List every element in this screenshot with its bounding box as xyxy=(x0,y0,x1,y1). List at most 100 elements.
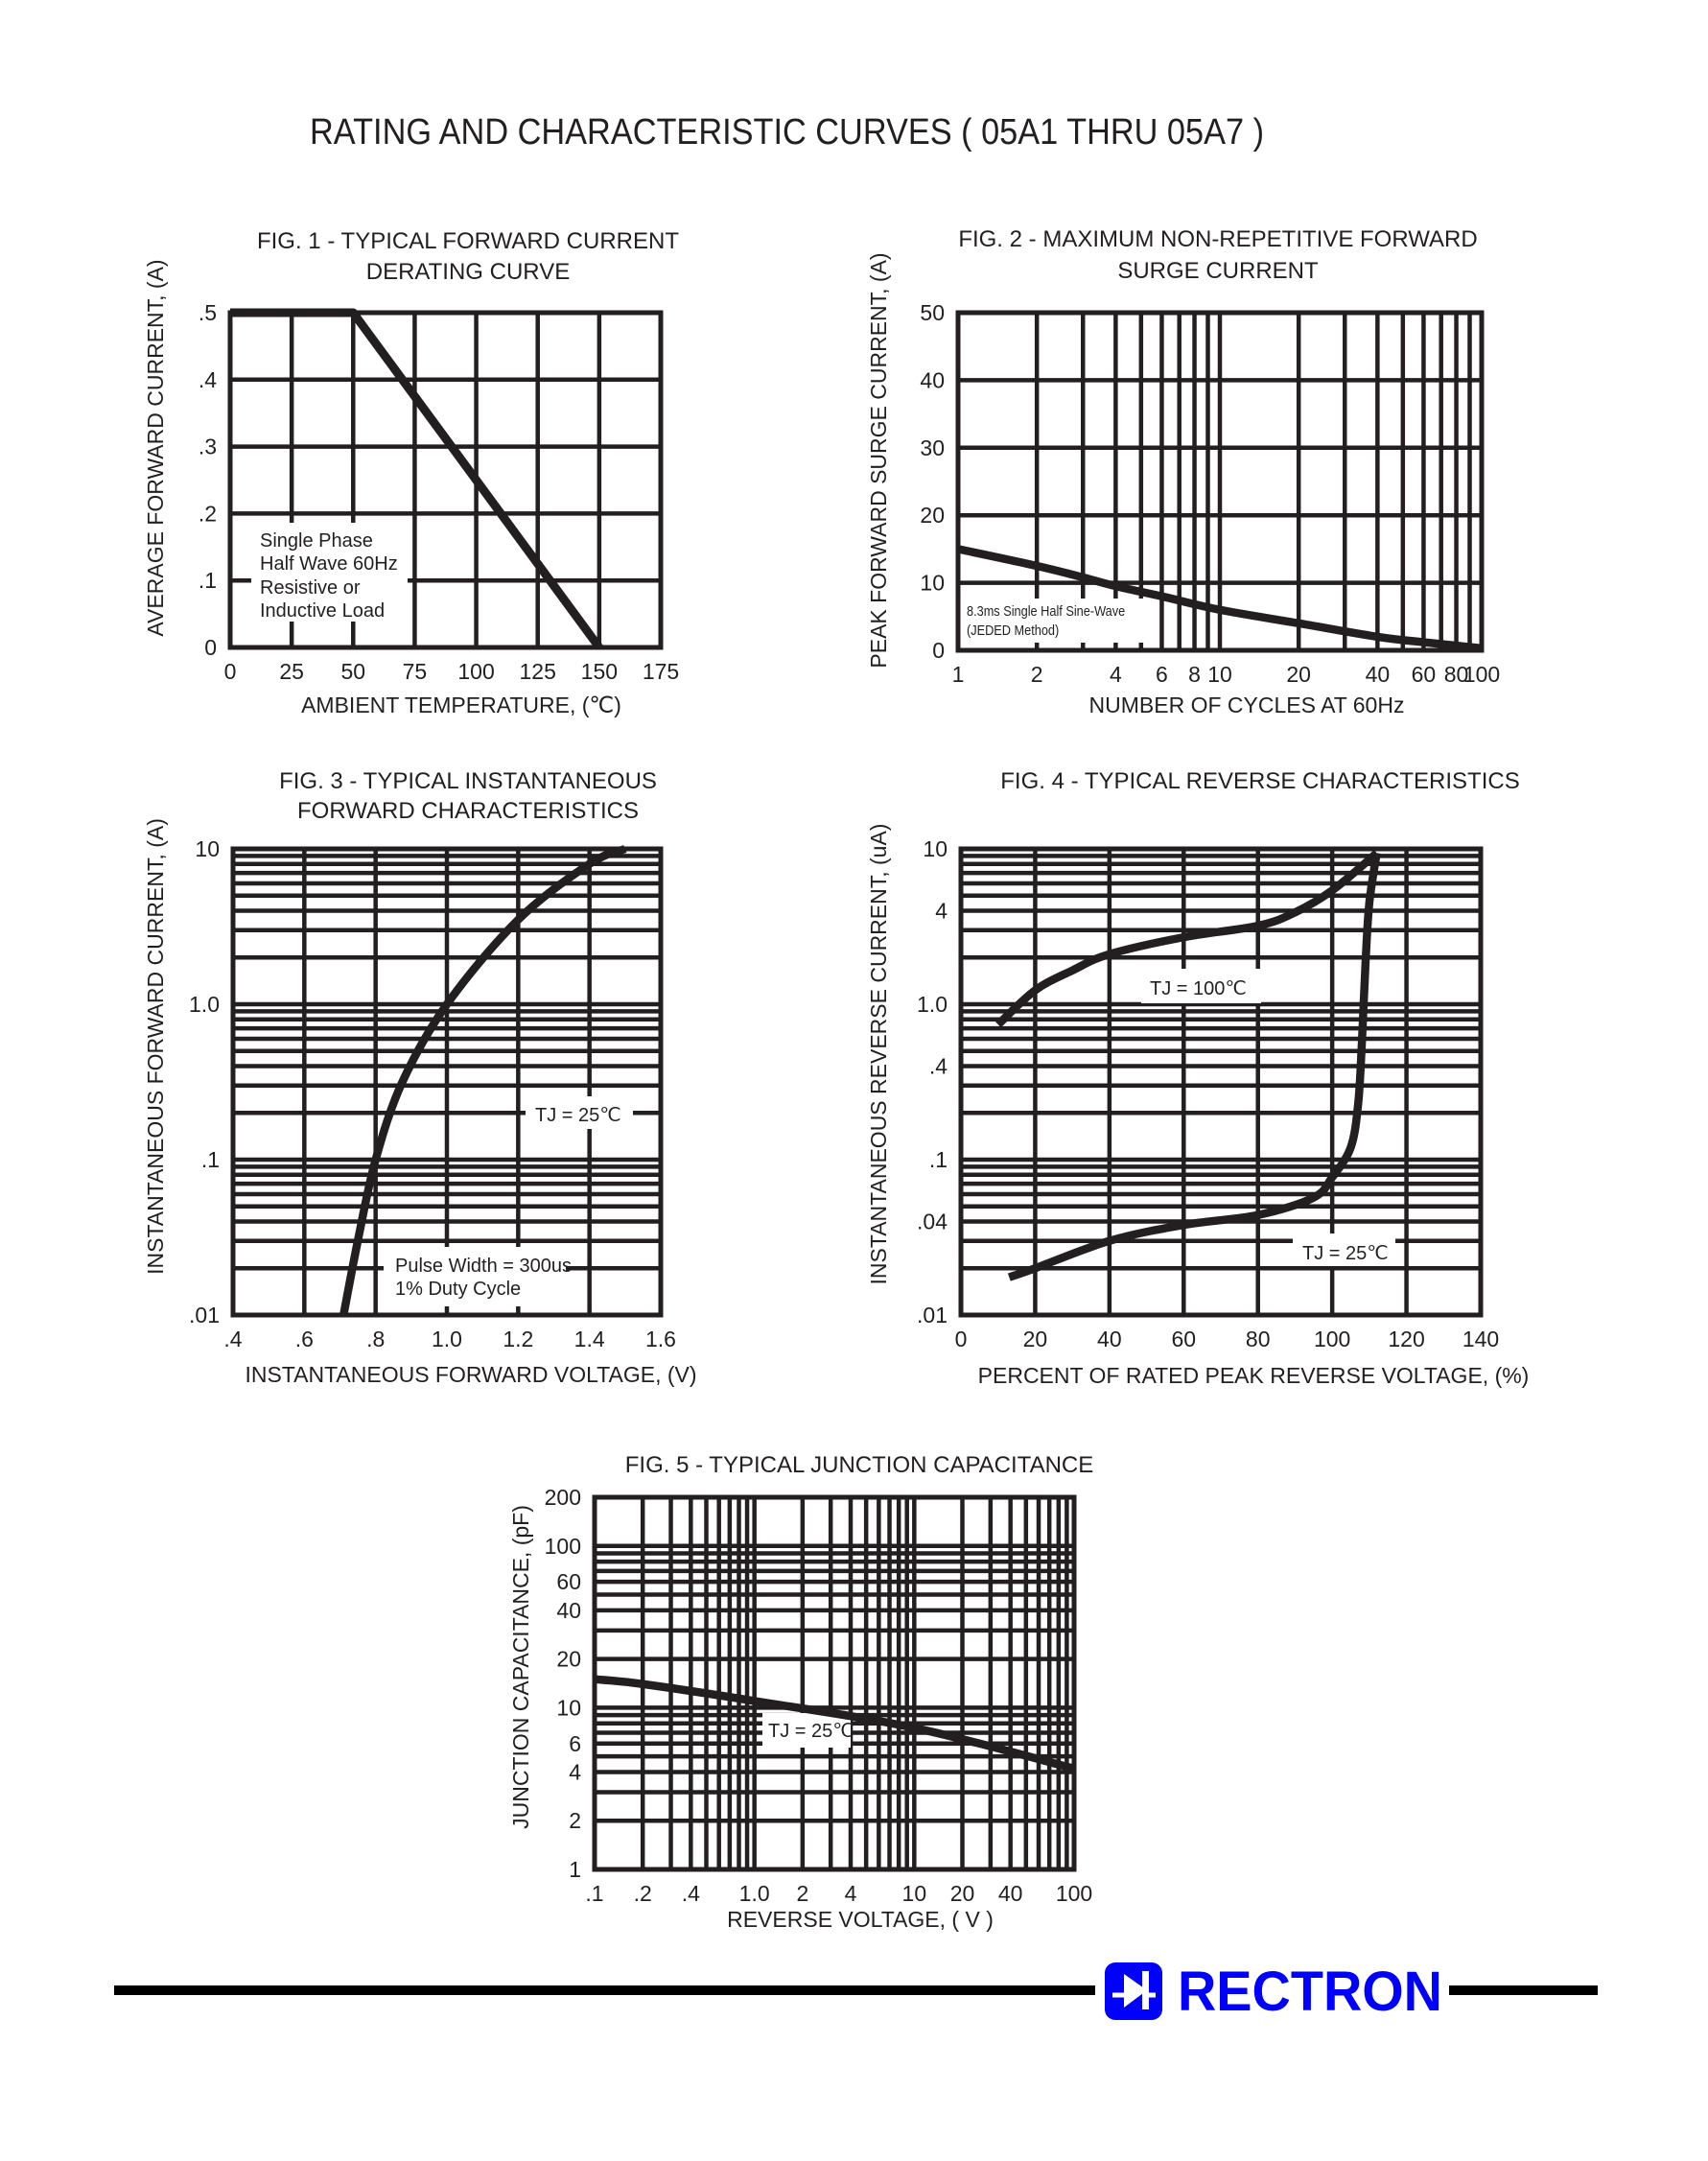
x-tick-label: 4 xyxy=(845,1881,857,1906)
label-background xyxy=(1141,969,1261,1003)
y-tick-label: 40 xyxy=(920,367,945,392)
x-tick-label: 2 xyxy=(796,1881,808,1906)
fig1-ylabel: AVERAGE FORWARD CURRENT, (A) xyxy=(143,259,168,636)
fig3-xlabel: INSTANTANEOUS FORWARD VOLTAGE, (V) xyxy=(245,1362,696,1387)
fig4-title: FIG. 4 - TYPICAL REVERSE CHARACTERISTICS xyxy=(1000,768,1519,794)
y-tick-label: 20 xyxy=(920,503,945,528)
y-tick-label: 30 xyxy=(920,435,945,460)
fig3-plot: .4 .6 .8 1.0 1.2 1.4 1.6 .01 .1 1.0 10 Pulse Width … xyxy=(189,836,676,1351)
y-tick-label: 4 xyxy=(569,1759,581,1784)
fig2-chart: FIG. 2 - MAXIMUM NON-REPETITIVE FORWARD … xyxy=(866,226,1478,717)
footer-rule-left xyxy=(114,1985,1095,1995)
y-tick-label: .5 xyxy=(199,300,217,325)
fig4-ylabel: INSTANTANEOUS REVERSE CURRENT, (uA) xyxy=(866,824,891,1285)
note-background xyxy=(251,523,408,622)
series-curve-1 xyxy=(594,1675,1076,1773)
page-title: RATING AND CHARACTERISTIC CURVES ( 05A1 … xyxy=(310,112,1264,153)
footer-rule-right xyxy=(1449,1985,1598,1995)
brand-logo: RECTRON xyxy=(1178,1961,1442,2023)
fig5-plot: .1 .2 .4 1.0 2 4 10 20 40 100 1 2 4 6 10 20 40 60 100 200 xyxy=(545,1485,1093,1906)
note-text: Pulse Width = 300us xyxy=(395,1256,572,1277)
diode-logo-icon xyxy=(1105,1962,1162,2020)
y-tick-label: 10 xyxy=(920,571,945,596)
y-tick-label: 1.0 xyxy=(917,992,948,1017)
fig5-title: FIG. 5 - TYPICAL JUNCTION CAPACITANCE xyxy=(625,1452,1094,1478)
fig1-title-line1: FIG. 1 - TYPICAL FORWARD CURRENT xyxy=(257,228,679,254)
y-tick-label: .3 xyxy=(199,435,217,459)
note-text: 1% Duty Cycle xyxy=(395,1279,521,1300)
fig3-chart: FIG. 3 - TYPICAL INSTANTANEOUS FORWARD C… xyxy=(143,768,697,1387)
footer: RECTRON xyxy=(114,1961,1598,2023)
x-tick-label: 20 xyxy=(1286,662,1311,687)
fig2-title-line1: FIG. 2 - MAXIMUM NON-REPETITIVE FORWARD xyxy=(958,226,1477,252)
y-tick-label: .01 xyxy=(917,1303,948,1327)
fig5-xlabel: REVERSE VOLTAGE, ( V ) xyxy=(727,1907,994,1932)
x-tick-label: 40 xyxy=(998,1881,1023,1906)
x-tick-label: 8 xyxy=(1188,662,1201,687)
x-tick-label: 60 xyxy=(1412,662,1437,687)
series-curve-1 xyxy=(230,308,603,650)
x-tick-label: 100 xyxy=(1056,1881,1092,1906)
x-tick-label: 50 xyxy=(340,659,365,684)
x-tick-label: 75 xyxy=(403,659,428,684)
x-tick-label: 40 xyxy=(1366,662,1391,687)
x-tick-label: 2 xyxy=(1031,662,1043,687)
note-background xyxy=(962,599,1151,643)
series-curve-1 xyxy=(339,844,627,1316)
fig2-xlabel: NUMBER OF CYCLES AT 60Hz xyxy=(1089,693,1405,717)
plot-frame xyxy=(227,310,664,650)
label-background xyxy=(762,1713,851,1748)
y-tick-label: 1 xyxy=(569,1857,581,1882)
fig4-series-label-tj25: TJ = 25℃ xyxy=(1302,1243,1389,1264)
x-tick-label: 20 xyxy=(950,1881,975,1906)
fig4-chart: FIG. 4 - TYPICAL REVERSE CHARACTERISTICS… xyxy=(866,768,1529,1388)
fig2-title-line2: SURGE CURRENT xyxy=(1117,258,1319,284)
y-tick-label: 6 xyxy=(569,1731,581,1756)
fig3-ylabel: INSTANTANEOUS FORWARD CURRENT, (A) xyxy=(143,818,168,1275)
x-tick-label: 100 xyxy=(1463,662,1500,687)
x-tick-label: 4 xyxy=(1110,662,1122,687)
x-tick-label: 80 xyxy=(1444,662,1469,687)
y-tick-label: 40 xyxy=(556,1598,581,1623)
y-tick-label: .01 xyxy=(189,1303,220,1327)
fig4-series-label-tj100: TJ = 100℃ xyxy=(1150,978,1247,999)
x-tick-label: .6 xyxy=(295,1327,314,1351)
x-tick-label: 1 xyxy=(952,662,965,687)
fig4-plot: 0 20 40 60 80 100 120 140 .01 .04 .1 .4 1.0 4 10 xyxy=(917,836,1499,1351)
x-tick-label: 100 xyxy=(457,659,494,684)
x-tick-label: .4 xyxy=(682,1881,700,1906)
plot-frame xyxy=(958,846,1484,1318)
x-tick-label: 10 xyxy=(902,1881,927,1906)
note-text: Resistive or xyxy=(260,577,361,599)
fig5-series-label-tj25: TJ = 25℃ xyxy=(768,1721,854,1742)
x-tick-label: 1.0 xyxy=(739,1881,770,1906)
note-text: Half Wave 60Hz xyxy=(260,553,398,575)
x-tick-label: 140 xyxy=(1462,1327,1499,1351)
x-tick-label: 1.2 xyxy=(503,1327,533,1351)
y-tick-label: 100 xyxy=(545,1534,581,1559)
y-tick-label: 0 xyxy=(932,638,945,663)
label-background xyxy=(526,1096,633,1129)
x-tick-label: 120 xyxy=(1388,1327,1424,1351)
series-curve-1 xyxy=(957,545,1483,653)
y-tick-label: 10 xyxy=(923,836,948,861)
y-tick-label: 2 xyxy=(569,1808,581,1833)
fig3-title-line2: FORWARD CHARACTERISTICS xyxy=(297,798,639,824)
fig1-xlabel: AMBIENT TEMPERATURE, (℃) xyxy=(301,693,621,717)
x-tick-label: 125 xyxy=(520,659,556,684)
series-curve-2 xyxy=(1007,852,1381,1281)
y-tick-label: 4 xyxy=(935,898,948,923)
y-tick-label: .1 xyxy=(929,1147,948,1172)
label-background xyxy=(1293,1233,1395,1266)
x-tick-label: 6 xyxy=(1156,662,1168,687)
y-tick-label: 1.0 xyxy=(189,992,220,1017)
x-tick-label: 1.4 xyxy=(574,1327,605,1351)
y-tick-label: 20 xyxy=(556,1647,581,1672)
y-tick-label: .1 xyxy=(201,1147,220,1172)
x-tick-label: 100 xyxy=(1314,1327,1350,1351)
fig5-chart: FIG. 5 - TYPICAL JUNCTION CAPACITANCE RE… xyxy=(508,1452,1093,1932)
y-tick-label: 60 xyxy=(556,1569,581,1594)
x-tick-label: 25 xyxy=(279,659,304,684)
